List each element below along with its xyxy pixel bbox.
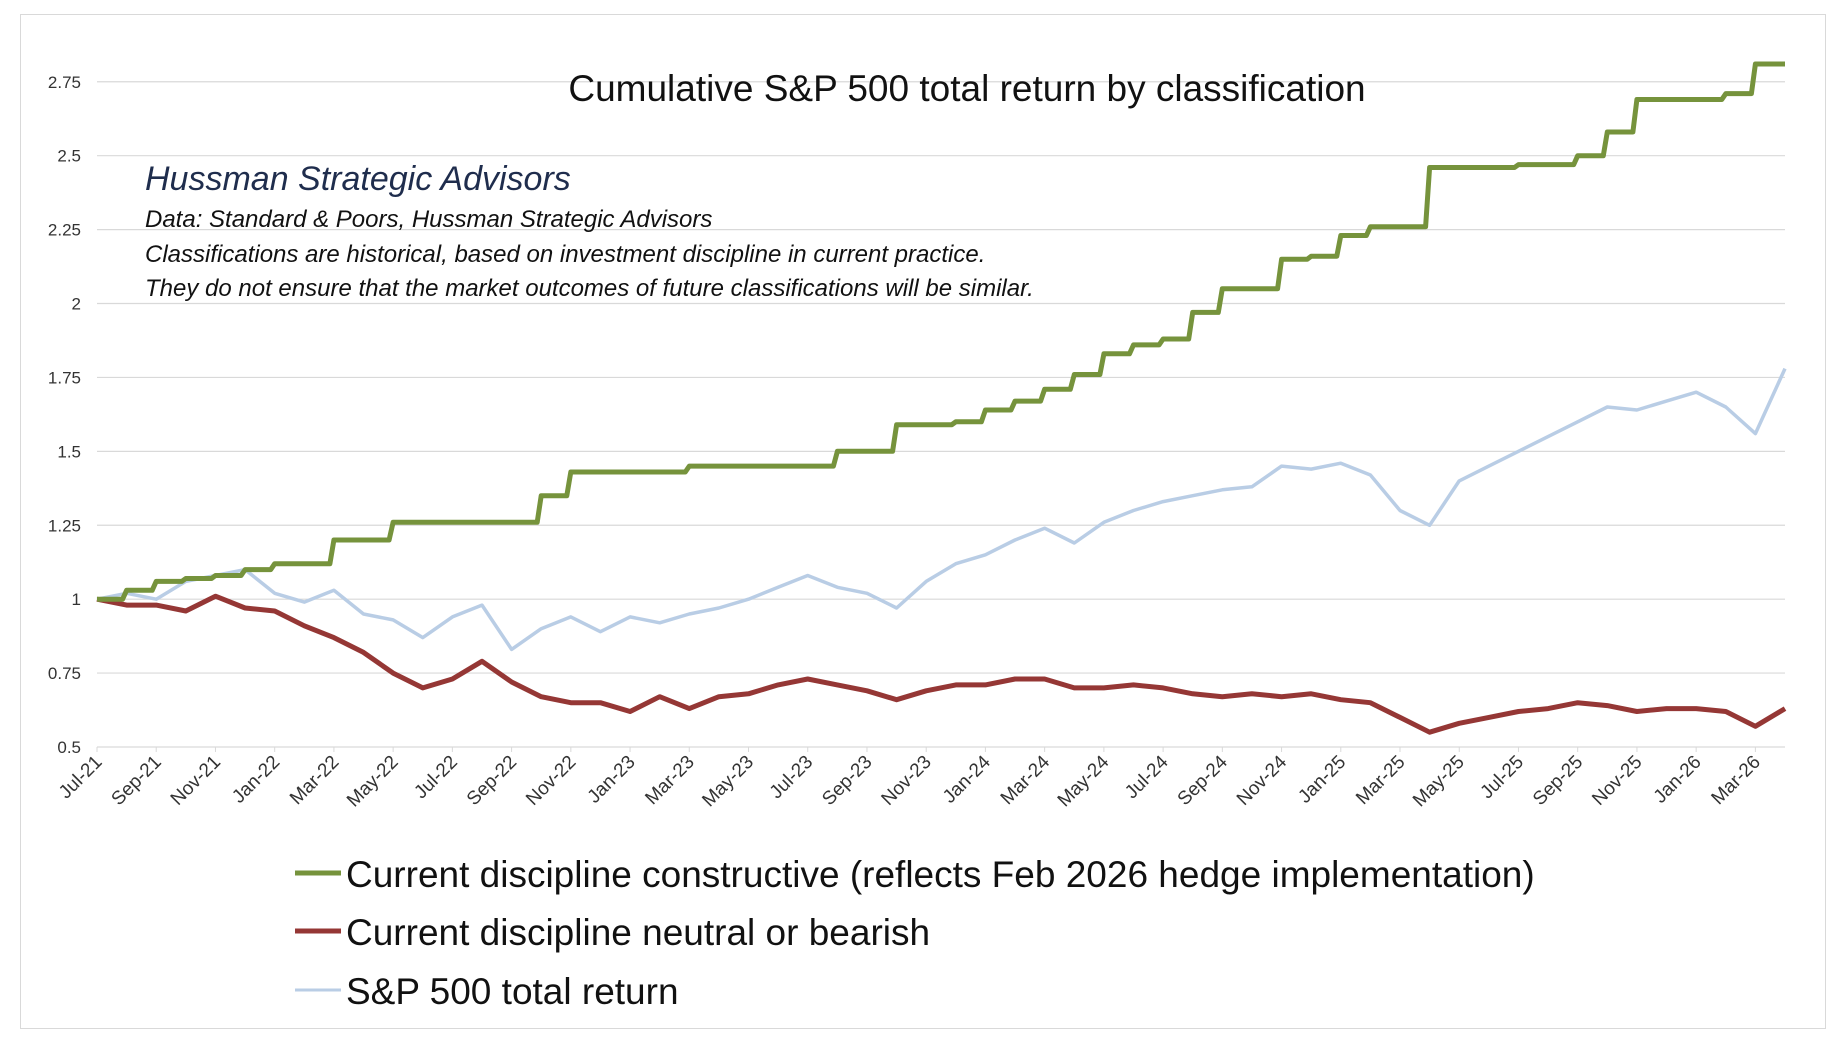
x-axis-ticks: Jul-21 Sep-21 Nov-21 Jan-22 Mar-22 May-22 Jul-… <box>55 747 1765 811</box>
x-tick-label: May-24 <box>1054 751 1114 811</box>
chart-frame: 0.5 0.75 1 1.25 1.5 1.75 2 2.25 2.5 2.75 Jul-21 Se… <box>20 14 1826 1029</box>
x-tick-label: Mar-23 <box>641 752 698 809</box>
y-tick-label: 0.75 <box>48 664 81 683</box>
x-tick-label: Jan-26 <box>1650 752 1706 808</box>
y-tick-label: 1 <box>72 590 81 609</box>
x-tick-label: Jul-25 <box>1477 752 1528 803</box>
x-tick-label: Jul-23 <box>766 752 817 803</box>
y-tick-label: 0.5 <box>57 738 81 757</box>
x-tick-label: Mar-26 <box>1708 752 1765 809</box>
legend-label-sp500: S&P 500 total return <box>346 971 679 1012</box>
x-tick-label: Jan-25 <box>1294 752 1350 808</box>
y-tick-label: 1.75 <box>48 368 81 387</box>
x-tick-label: Nov-21 <box>167 752 225 810</box>
x-tick-label: Nov-23 <box>878 752 936 810</box>
y-tick-label: 2.5 <box>57 147 81 166</box>
x-tick-label: Mar-25 <box>1352 752 1409 809</box>
legend-label-neutral-bearish: Current discipline neutral or bearish <box>346 912 930 953</box>
legend: Current discipline constructive (reflect… <box>295 854 1535 1012</box>
y-tick-label: 2.75 <box>48 73 81 92</box>
x-tick-label: Nov-24 <box>1233 751 1291 809</box>
annotation-line-3: They do not ensure that the market outco… <box>145 275 1034 302</box>
annotation-line-1: Data: Standard & Poors, Hussman Strategi… <box>145 206 712 233</box>
x-tick-label: Sep-23 <box>818 752 876 810</box>
x-tick-label: Jan-23 <box>584 752 640 808</box>
x-tick-label: Jan-24 <box>939 751 995 807</box>
annotation-heading: Hussman Strategic Advisors <box>145 160 571 198</box>
y-tick-label: 1.25 <box>48 516 81 535</box>
series-lines <box>96 61 1787 735</box>
chart-title: Cumulative S&P 500 total return by class… <box>568 68 1365 109</box>
y-tick-label: 2 <box>72 295 81 314</box>
series-line-neutral-bearish <box>96 593 1787 735</box>
x-tick-label: Jul-21 <box>55 752 106 803</box>
x-tick-label: Jul-24 <box>1121 751 1173 803</box>
y-tick-label: 2.25 <box>48 221 81 240</box>
annotation-line-2: Classifications are historical, based on… <box>145 241 985 268</box>
x-tick-label: Mar-24 <box>997 751 1055 809</box>
y-tick-label: 1.5 <box>57 442 81 461</box>
series-line-sp500 <box>96 367 1787 652</box>
x-tick-label: Sep-24 <box>1174 751 1232 809</box>
x-tick-label: Sep-21 <box>108 752 166 810</box>
x-tick-label: Jan-22 <box>228 752 284 808</box>
x-tick-label: May-23 <box>698 752 758 812</box>
x-tick-label: Nov-22 <box>522 752 580 810</box>
x-tick-label: May-22 <box>343 752 403 812</box>
y-axis-ticks: 0.5 0.75 1 1.25 1.5 1.75 2 2.25 2.5 2.75 <box>48 73 81 757</box>
x-tick-label: Sep-22 <box>463 752 521 810</box>
x-tick-label: Mar-22 <box>286 752 343 809</box>
x-tick-label: Sep-25 <box>1529 752 1587 810</box>
annotation-block: Hussman Strategic Advisors Data: Standar… <box>145 160 1034 302</box>
series-line-constructive <box>97 61 1785 602</box>
x-tick-label: Jul-22 <box>410 752 461 803</box>
gridlines <box>97 81 1785 748</box>
x-tick-label: May-25 <box>1409 752 1469 812</box>
legend-label-constructive: Current discipline constructive (reflect… <box>346 854 1535 895</box>
x-tick-label: Nov-25 <box>1588 752 1646 810</box>
